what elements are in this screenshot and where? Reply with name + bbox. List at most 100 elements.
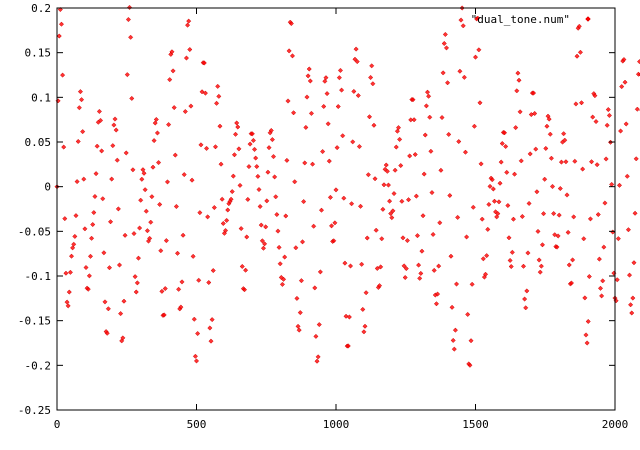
data-point	[469, 281, 475, 287]
data-point	[390, 208, 396, 214]
data-point	[301, 199, 307, 205]
data-point	[595, 211, 601, 218]
data-point	[362, 323, 368, 329]
data-point	[597, 285, 604, 291]
data-point	[76, 105, 82, 111]
data-point	[601, 244, 607, 250]
data-point	[114, 157, 120, 163]
data-point	[618, 128, 624, 134]
data-point	[209, 317, 215, 323]
data-point	[420, 213, 426, 219]
data-point	[440, 70, 446, 76]
data-point	[324, 91, 330, 97]
data-point	[70, 245, 76, 251]
data-point	[467, 362, 473, 368]
data-point	[203, 145, 210, 151]
data-point	[289, 53, 296, 59]
data-point	[156, 159, 162, 166]
data-point	[216, 93, 222, 99]
data-point	[594, 162, 600, 168]
data-point	[316, 322, 322, 328]
data-point	[544, 123, 550, 129]
data-point	[327, 194, 333, 200]
data-point	[263, 224, 269, 230]
data-point	[580, 166, 586, 172]
data-point	[130, 167, 136, 173]
y-tick-label: -0.2	[25, 359, 52, 372]
data-point	[443, 45, 450, 51]
data-point	[532, 110, 538, 117]
data-point	[361, 329, 367, 335]
data-point	[458, 17, 464, 23]
data-point	[266, 145, 272, 151]
data-point	[312, 285, 318, 291]
data-point	[230, 173, 236, 179]
data-point	[181, 172, 187, 178]
data-point	[629, 310, 635, 316]
data-point	[423, 103, 429, 109]
data-point	[229, 189, 235, 195]
data-point	[233, 131, 239, 137]
data-point	[328, 223, 335, 229]
data-point	[373, 227, 379, 233]
data-point	[246, 164, 252, 170]
data-point	[451, 346, 457, 352]
data-point	[112, 116, 118, 122]
data-point	[297, 310, 303, 316]
data-point	[453, 281, 460, 287]
data-point	[93, 171, 99, 177]
data-point	[391, 190, 397, 197]
data-point	[77, 89, 83, 95]
data-point	[314, 358, 320, 364]
data-point	[582, 295, 588, 301]
data-point	[135, 255, 142, 261]
data-point	[78, 97, 85, 103]
data-point	[334, 145, 340, 151]
data-point	[90, 221, 96, 228]
data-point	[424, 89, 431, 95]
data-point	[480, 256, 486, 262]
data-point	[83, 264, 89, 271]
data-point	[113, 127, 119, 133]
data-point	[100, 196, 106, 202]
data-point	[347, 263, 354, 269]
data-point	[198, 142, 204, 148]
data-point	[217, 123, 223, 129]
data-point	[245, 196, 251, 202]
data-point	[633, 156, 639, 162]
data-point	[431, 267, 437, 273]
data-point	[238, 226, 244, 232]
data-point	[456, 138, 462, 145]
data-point	[288, 20, 294, 27]
data-point	[527, 151, 533, 157]
data-point	[486, 201, 492, 207]
data-point	[514, 88, 520, 94]
data-point	[129, 95, 135, 101]
data-point	[122, 232, 128, 238]
data-point	[402, 274, 408, 281]
data-point	[121, 298, 127, 304]
data-point	[239, 263, 245, 269]
data-point	[250, 137, 256, 144]
data-point	[427, 114, 433, 120]
data-point	[571, 214, 577, 220]
data-point	[207, 325, 213, 331]
data-point	[606, 112, 612, 119]
data-point	[307, 78, 313, 84]
x-axis: 0 500 1000 1500 2000	[54, 8, 628, 431]
data-point	[623, 121, 629, 127]
data-point	[395, 125, 402, 131]
data-point	[80, 129, 86, 135]
data-point	[599, 293, 605, 299]
data-point	[407, 153, 413, 159]
data-point	[589, 159, 595, 165]
data-point	[513, 125, 519, 131]
data-point	[472, 54, 479, 60]
data-point	[75, 138, 81, 145]
data-point	[510, 216, 516, 222]
y-tick-label: 0	[44, 181, 51, 194]
data-point	[389, 215, 395, 221]
data-point	[237, 182, 243, 188]
data-point	[421, 171, 427, 177]
